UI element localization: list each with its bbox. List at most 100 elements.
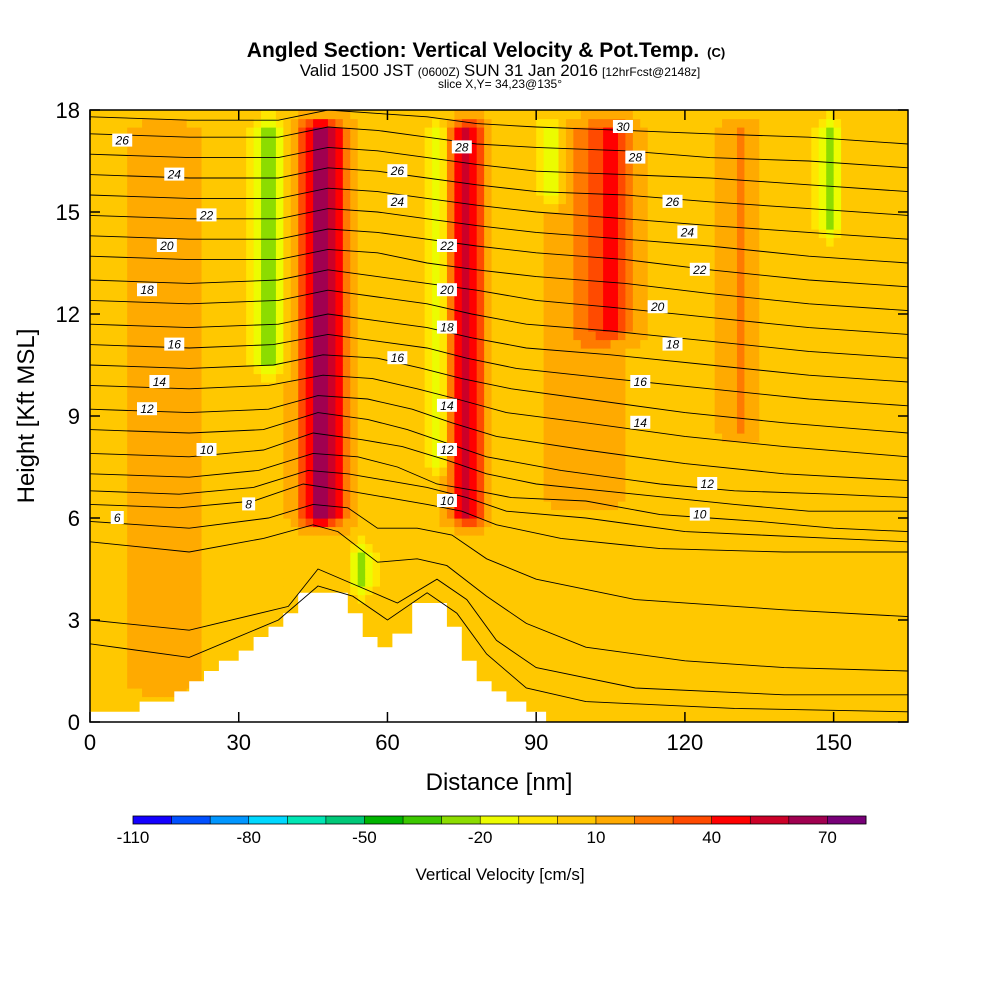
velocity-cell: [796, 475, 805, 485]
velocity-cell: [305, 356, 314, 366]
velocity-cell: [692, 416, 701, 426]
velocity-cell: [528, 620, 537, 630]
velocity-cell: [216, 535, 225, 545]
velocity-cell: [684, 526, 693, 536]
velocity-cell: [134, 356, 143, 366]
velocity-cell: [223, 577, 232, 587]
velocity-cell: [461, 475, 470, 485]
velocity-cell: [893, 688, 902, 698]
velocity-cell: [313, 356, 322, 366]
velocity-cell: [603, 688, 612, 698]
velocity-cell: [298, 441, 307, 451]
velocity-cell: [394, 518, 403, 528]
velocity-cell: [595, 467, 604, 477]
velocity-cell: [171, 620, 180, 630]
velocity-cell: [298, 424, 307, 434]
velocity-cell: [536, 645, 545, 655]
velocity-cell: [551, 356, 560, 366]
velocity-cell: [617, 611, 627, 621]
velocity-cell: [365, 509, 374, 519]
velocity-cell: [246, 365, 255, 375]
velocity-cell: [409, 535, 418, 545]
velocity-cell: [789, 509, 798, 519]
velocity-cell: [595, 662, 604, 672]
velocity-cell: [521, 339, 530, 349]
velocity-cell: [112, 569, 121, 579]
velocity-cell: [283, 331, 292, 341]
velocity-cell: [625, 399, 634, 409]
velocity-cell: [826, 339, 835, 349]
velocity-cell: [625, 433, 634, 443]
velocity-cell: [104, 679, 113, 689]
velocity-cell: [484, 620, 493, 630]
velocity-cell: [156, 518, 165, 528]
velocity-cell: [446, 458, 455, 468]
velocity-cell: [320, 399, 329, 409]
velocity-cell: [833, 543, 842, 553]
velocity-cell: [848, 365, 857, 375]
velocity-cell: [670, 679, 679, 689]
velocity-cell: [208, 637, 218, 647]
velocity-cell: [580, 526, 589, 536]
velocity-cell: [238, 433, 247, 443]
velocity-cell: [736, 348, 745, 358]
velocity-cell: [759, 390, 768, 400]
velocity-cell: [432, 382, 441, 392]
velocity-cell: [134, 526, 143, 536]
velocity-cell: [171, 637, 180, 647]
velocity-cell: [387, 390, 396, 400]
velocity-cell: [558, 569, 567, 579]
velocity-cell: [469, 458, 478, 468]
velocity-cell: [327, 356, 336, 366]
velocity-cell: [216, 433, 225, 443]
velocity-cell: [171, 399, 180, 409]
velocity-cell: [179, 645, 188, 655]
velocity-cell: [885, 407, 894, 417]
velocity-cell: [551, 569, 560, 579]
velocity-cell: [90, 611, 99, 621]
velocity-cell: [454, 577, 463, 587]
velocity-cell: [528, 450, 537, 460]
velocity-cell: [625, 645, 634, 655]
velocity-cell: [216, 501, 225, 511]
velocity-cell: [565, 356, 574, 366]
velocity-cell: [692, 475, 701, 485]
velocity-cell: [588, 458, 597, 468]
velocity-cell: [194, 390, 203, 400]
velocity-cell: [565, 552, 574, 562]
velocity-cell: [327, 475, 336, 485]
velocity-cell: [900, 518, 908, 528]
velocity-cell: [796, 671, 805, 681]
velocity-cell: [201, 331, 210, 341]
velocity-cell: [803, 552, 812, 562]
velocity-cell: [491, 594, 500, 604]
velocity-cell: [893, 501, 902, 511]
velocity-cell: [149, 441, 158, 451]
velocity-cell: [841, 348, 850, 358]
velocity-cell: [714, 348, 723, 358]
velocity-cell: [662, 356, 671, 366]
velocity-cell: [647, 492, 656, 502]
velocity-cell: [603, 526, 612, 536]
velocity-cell: [365, 348, 374, 358]
velocity-cell: [201, 518, 210, 528]
velocity-cell: [194, 628, 203, 638]
velocity-cell: [305, 586, 314, 596]
velocity-cell: [766, 603, 775, 613]
velocity-cell: [610, 390, 619, 400]
velocity-cell: [833, 611, 842, 621]
velocity-cell: [127, 348, 136, 358]
velocity-cell: [119, 492, 128, 502]
velocity-cell: [104, 484, 113, 494]
velocity-cell: [342, 509, 351, 519]
velocity-cell: [164, 569, 173, 579]
velocity-cell: [878, 535, 887, 545]
velocity-cell: [127, 458, 136, 468]
velocity-cell: [826, 501, 835, 511]
velocity-cell: [900, 339, 908, 349]
velocity-cell: [878, 713, 887, 722]
velocity-cell: [543, 339, 552, 349]
velocity-cell: [677, 365, 686, 375]
velocity-cell: [551, 628, 560, 638]
velocity-cell: [893, 671, 902, 681]
